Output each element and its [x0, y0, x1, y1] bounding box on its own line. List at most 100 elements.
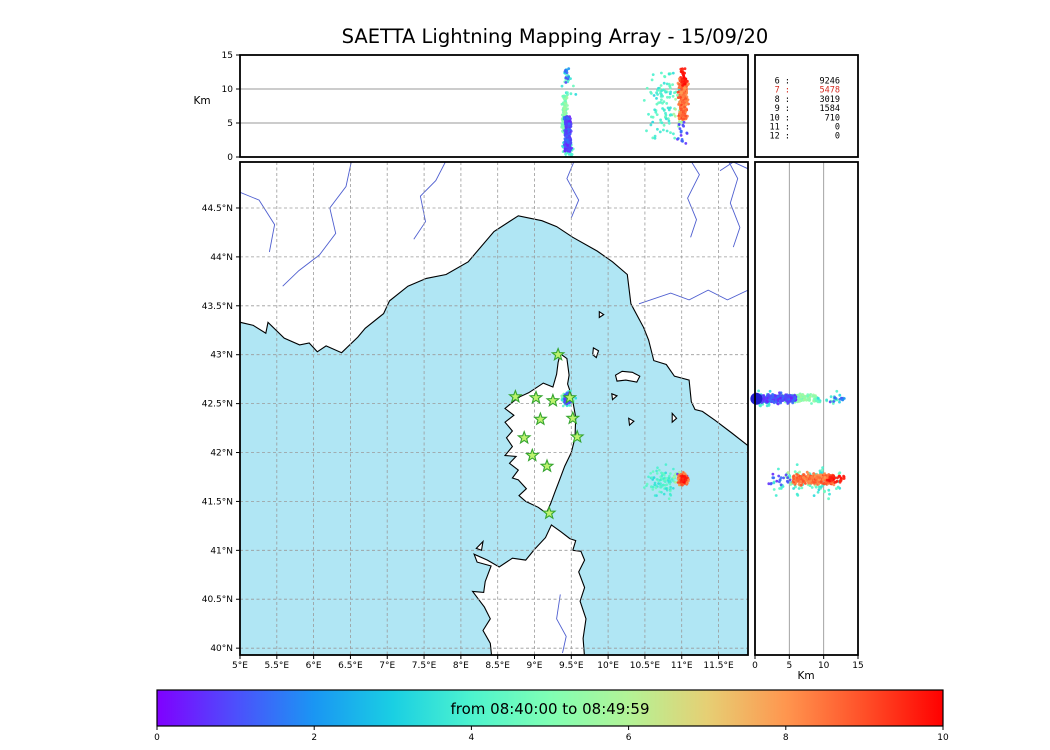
station-id-label: 6 : [775, 77, 790, 87]
station-star [539, 458, 555, 473]
lightning-point [757, 389, 760, 393]
lightning-point [794, 485, 797, 489]
lightning-point [676, 90, 680, 94]
lightning-point [778, 392, 782, 396]
lightning-point [681, 78, 685, 82]
river [240, 191, 276, 253]
lightning-point [772, 481, 776, 485]
lightning-point [797, 482, 801, 486]
lightning-point [791, 401, 795, 405]
lightning-point [679, 76, 683, 79]
lightning-point [681, 95, 685, 98]
station-star [516, 429, 532, 445]
lightning-point [664, 480, 667, 484]
lightning-point [801, 393, 805, 397]
lightning-point [668, 86, 672, 90]
lightning-point [684, 116, 688, 120]
lightning-point [650, 115, 653, 119]
alt-tick-label: 10 [222, 85, 234, 95]
lon-tick-label: 5°E [232, 661, 248, 671]
lightning-point [830, 476, 834, 480]
lightning-point [786, 396, 790, 399]
lightning-point [789, 396, 793, 400]
lightning-point [660, 474, 664, 478]
colorbar-tick-label: 2 [311, 733, 317, 743]
lightning-point [810, 486, 814, 489]
station-id-label: 7 : [775, 86, 790, 96]
lightning-point [566, 77, 570, 81]
lightning-point [792, 487, 795, 490]
lightning-point [645, 129, 648, 133]
panel-frame [754, 161, 859, 656]
landmass [628, 417, 635, 427]
lightning-point [560, 84, 564, 88]
lightning-point [563, 94, 566, 98]
lightning-point [561, 404, 565, 408]
lightning-point [564, 123, 568, 126]
lightning-point [828, 400, 832, 404]
lightning-point [822, 472, 826, 476]
lightning-point [766, 394, 769, 397]
lightning-point [679, 96, 682, 99]
lightning-point [679, 110, 683, 114]
lightning-point [774, 400, 778, 404]
lightning-point [683, 86, 687, 90]
station-count-value: 710 [825, 113, 840, 123]
lightning-point [799, 480, 803, 483]
lightning-point [669, 485, 672, 489]
station-count-value: 3019 [820, 95, 840, 105]
lightning-point [563, 137, 567, 141]
lightning-point [657, 482, 660, 485]
lightning-point [658, 468, 661, 472]
lightning-point [798, 400, 801, 403]
lightning-point [784, 473, 788, 477]
lat-tick-label: 43.5°N [202, 302, 233, 312]
lightning-point [836, 485, 840, 489]
dist-tick-label: 5 [786, 661, 792, 671]
lightning-point [673, 114, 677, 118]
lightning-point [778, 480, 781, 484]
lightning-point [649, 472, 652, 475]
river [728, 162, 741, 248]
lightning-point [564, 97, 568, 101]
river [638, 289, 748, 305]
lightning-point [569, 125, 573, 128]
lat-tick-label: 41.5°N [202, 497, 233, 507]
landmass [598, 310, 605, 319]
lightning-point [660, 93, 663, 96]
lightning-point [674, 473, 677, 477]
lightning-point [819, 485, 823, 489]
lightning-point [677, 120, 681, 123]
lightning-point [664, 117, 668, 121]
lightning-point [657, 86, 660, 90]
lon-tick-label: 11.5°E [703, 661, 734, 671]
lightning-point [674, 107, 677, 111]
lightning-point [838, 393, 842, 397]
landmass [475, 539, 484, 552]
lightning-point [816, 396, 820, 400]
lightning-point [669, 494, 673, 497]
lightning-point [651, 485, 655, 489]
landmass [614, 370, 641, 383]
colorbar-tick-label: 10 [937, 733, 949, 743]
colorbar-gradient [156, 689, 944, 727]
lightning-point [566, 143, 569, 147]
lightning-point [678, 100, 682, 104]
lightning-point [560, 113, 564, 117]
lightning-point [574, 396, 578, 400]
lightning-point [680, 107, 683, 111]
low-altitude-marker [750, 392, 763, 405]
panel-frame [239, 54, 749, 158]
lightning-point [678, 127, 682, 131]
lightning-point [823, 476, 827, 479]
lightning-point [829, 395, 833, 399]
station-count-value: 5478 [820, 86, 840, 96]
lightning-point [812, 481, 816, 484]
lon-tick-label: 6.5°E [338, 661, 363, 671]
landmass [671, 411, 678, 424]
station-count-value: 1584 [820, 104, 840, 114]
lightning-point [659, 486, 662, 489]
station-id-label: 11 : [770, 123, 790, 133]
lightning-point [651, 136, 655, 140]
lightning-point [564, 99, 567, 103]
